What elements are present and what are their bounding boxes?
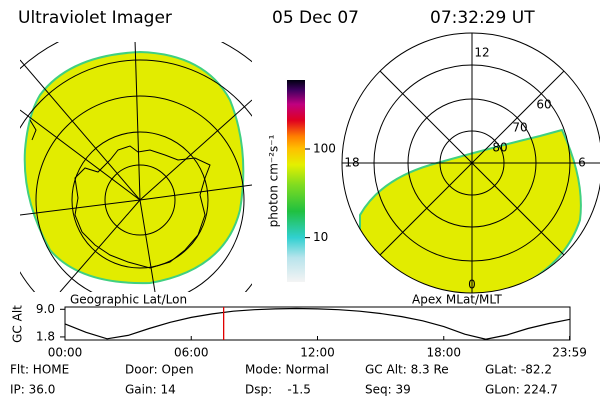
- coastline: [29, 119, 211, 269]
- y-tick-label: 1.8: [36, 329, 55, 343]
- apex-map: 12 18 6 0 60 70 80 Apex MLat/MLT: [341, 32, 600, 307]
- geo-label: Geographic Lat/Lon: [70, 293, 187, 307]
- lat-lon-grid: [20, 42, 252, 292]
- time: 07:32:29 UT: [430, 8, 535, 28]
- status-field: GLat: -82.2: [485, 363, 552, 377]
- x-tick-label: 23:59: [552, 346, 587, 360]
- altitude-plot: GC Alt 9.0 1.8 00:00 06:00 12:00 18:00 23:59: [11, 302, 587, 360]
- y-axis-label: GC Alt: [11, 305, 25, 343]
- colorbar-tick-label: 10: [313, 230, 328, 244]
- mlt-label: 6: [578, 156, 586, 170]
- date: 05 Dec 07: [272, 8, 359, 28]
- mlat-label: 60: [536, 98, 551, 112]
- x-tick-label: 06:00: [174, 346, 209, 360]
- status-field: Gain: 14: [125, 383, 176, 397]
- x-tick-label: 18:00: [426, 346, 461, 360]
- status-field: IP: 36.0: [10, 383, 55, 397]
- status-field: GC Alt: 8.3 Re: [365, 363, 449, 377]
- apex-label: Apex MLat/MLT: [412, 293, 502, 307]
- colorbar: photon cm⁻²s⁻¹ 100 10: [267, 80, 336, 282]
- status-field: Mode: Normal: [245, 363, 329, 377]
- title: Ultraviolet Imager: [18, 8, 172, 28]
- plot-frame: [64, 306, 571, 341]
- x-tick-label: 12:00: [300, 346, 335, 360]
- colorbar-tick-label: 100: [313, 141, 336, 155]
- uv-image: [359, 128, 582, 293]
- mlat-label: 70: [512, 121, 527, 135]
- mlat-mlt-grid: [341, 32, 600, 294]
- mlt-label: 12: [474, 46, 489, 60]
- mlt-label: 0: [468, 278, 476, 292]
- status-field: GLon: 224.7: [485, 383, 558, 397]
- mlat-label: 80: [492, 141, 507, 155]
- altitude-curve: [64, 307, 571, 340]
- status-field: Flt: HOME: [10, 363, 69, 377]
- status-panel: Flt: HOME Door: Open Mode: Normal GC Alt: 8…: [10, 363, 558, 397]
- geographic-map: Geographic Lat/Lon: [20, 42, 252, 307]
- y-tick-label: 9.0: [36, 302, 55, 316]
- status-field: Seq: 39: [365, 383, 411, 397]
- status-field: Dsp: -1.5: [245, 383, 311, 397]
- status-field: Door: Open: [125, 363, 194, 377]
- header: Ultraviolet Imager 05 Dec 07 07:32:29 UT: [18, 8, 535, 28]
- mlt-label: 18: [344, 156, 359, 170]
- x-tick-label: 00:00: [48, 346, 83, 360]
- colorbar-label: photon cm⁻²s⁻¹: [267, 134, 281, 227]
- colorbar-gradient: [287, 80, 305, 282]
